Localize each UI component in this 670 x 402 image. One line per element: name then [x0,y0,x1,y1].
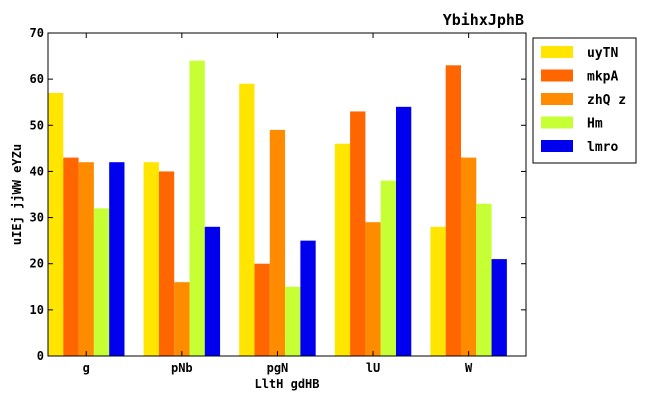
bar-mkpA-W [445,65,461,357]
y-tick-label: 70 [30,26,44,40]
y-tick-label: 10 [30,303,44,317]
bar-Hm-pgN [285,286,301,356]
bar-zhQ-z-g [78,162,94,356]
legend-label: lmro [587,140,618,155]
bar-uyTN-lU [334,143,351,356]
bars-group [48,60,507,357]
y-axis-label: uIEj jjWW eYZu [10,144,24,245]
bar-lmro-g [109,162,125,356]
legend-label: zhQ z [587,93,626,108]
y-tick-label: 60 [30,72,44,86]
legend: uyTN mkpA zhQ z Hm lmro [532,37,637,164]
y-tick-label: 30 [30,211,44,225]
bar-lmro-pNb [204,226,221,356]
bar-mkpA-pgN [254,263,270,356]
bar-uyTN-g [48,92,64,357]
legend-label: uyTN [587,46,618,61]
x-tick-label: pgN [267,361,289,375]
legend-swatch [541,140,573,152]
bar-uyTN-pNb [143,162,159,356]
bar-lmro-W [491,259,507,356]
legend-swatch [541,116,573,129]
legend-swatch [541,69,573,82]
bar-uyTN-pgN [239,83,255,356]
bar-zhQ-z-pNb [174,282,190,356]
bar-Hm-W [476,203,492,356]
x-tick-label: lU [366,361,380,375]
bar-Hm-g [93,208,110,356]
y-tick-label: 20 [30,257,44,271]
y-tick-label: 50 [30,118,44,132]
bar-lmro-lU [395,106,412,356]
legend-swatch [541,93,573,105]
bar-zhQ-z-pgN [269,129,286,356]
y-tick-label: 0 [37,349,44,363]
x-axis: g pNb pgN lU W [83,33,473,375]
x-tick-label: pNb [171,361,193,375]
bar-mkpA-pNb [158,171,175,356]
legend-label: mkpA [587,70,618,85]
x-tick-label: g [83,361,90,375]
bar-mkpA-g [63,157,79,356]
y-tick-label: 40 [30,164,44,178]
legend-swatch [541,46,573,58]
y-axis: 0 10 20 30 40 50 60 70 [30,26,526,363]
x-axis-label: LltH gdHB [254,377,319,391]
chart-title: YbihxJphB [443,11,524,29]
bar-mkpA-lU [350,111,366,356]
bar-lmro-pgN [300,240,316,356]
bar-Hm-pNb [189,60,205,356]
x-tick-label: W [465,361,473,375]
bar-zhQ-z-W [460,157,477,356]
bar-zhQ-z-lU [365,222,381,356]
bar-Hm-lU [380,180,396,356]
plot-frame [47,32,527,357]
bar-uyTN-W [430,226,446,356]
legend-label: Hm [587,117,603,132]
